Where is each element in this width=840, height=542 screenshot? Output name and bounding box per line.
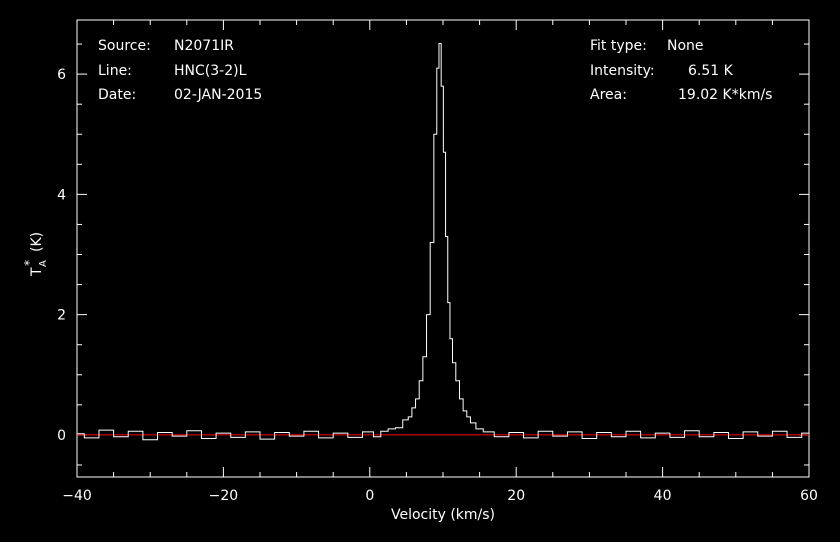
y-axis-label-main: T bbox=[29, 267, 45, 277]
y-tick-label: 4 bbox=[57, 187, 66, 203]
axis-tick-labels: −40 −20 0 20 40 60 0 2 4 6 bbox=[57, 67, 818, 504]
source-value: N2071IR bbox=[174, 38, 234, 54]
date-value: 02-JAN-2015 bbox=[174, 87, 262, 103]
y-axis-label-sub: A bbox=[38, 260, 49, 267]
y-axis-label-unit: (K) bbox=[29, 232, 45, 252]
x-tick-label: 20 bbox=[507, 488, 525, 504]
intensity-value: 6.51 K bbox=[688, 63, 734, 79]
area-value: 19.02 K*km/s bbox=[678, 87, 772, 103]
y-tick-label: 0 bbox=[57, 428, 66, 444]
line-value: HNC(3-2)L bbox=[174, 63, 247, 79]
fit-type-label: Fit type: bbox=[590, 38, 647, 54]
x-tick-label: −20 bbox=[209, 488, 239, 504]
intensity-label: Intensity: bbox=[590, 63, 655, 79]
fit-type-value: None bbox=[667, 38, 704, 54]
x-tick-label: −40 bbox=[62, 488, 92, 504]
area-label: Area: bbox=[590, 87, 627, 103]
y-axis-label-sup: * bbox=[22, 260, 36, 266]
line-label: Line: bbox=[98, 63, 132, 79]
x-tick-label: 0 bbox=[365, 488, 374, 504]
y-axis-label: T A * (K) bbox=[22, 232, 49, 277]
date-label: Date: bbox=[98, 87, 136, 103]
x-axis-label: Velocity (km/s) bbox=[391, 507, 495, 523]
spectrum-line bbox=[77, 42, 809, 441]
x-tick-label: 40 bbox=[654, 488, 672, 504]
source-label: Source: bbox=[98, 38, 151, 54]
y-tick-label: 2 bbox=[57, 308, 66, 324]
y-tick-label: 6 bbox=[57, 67, 66, 83]
x-tick-label: 60 bbox=[800, 488, 818, 504]
